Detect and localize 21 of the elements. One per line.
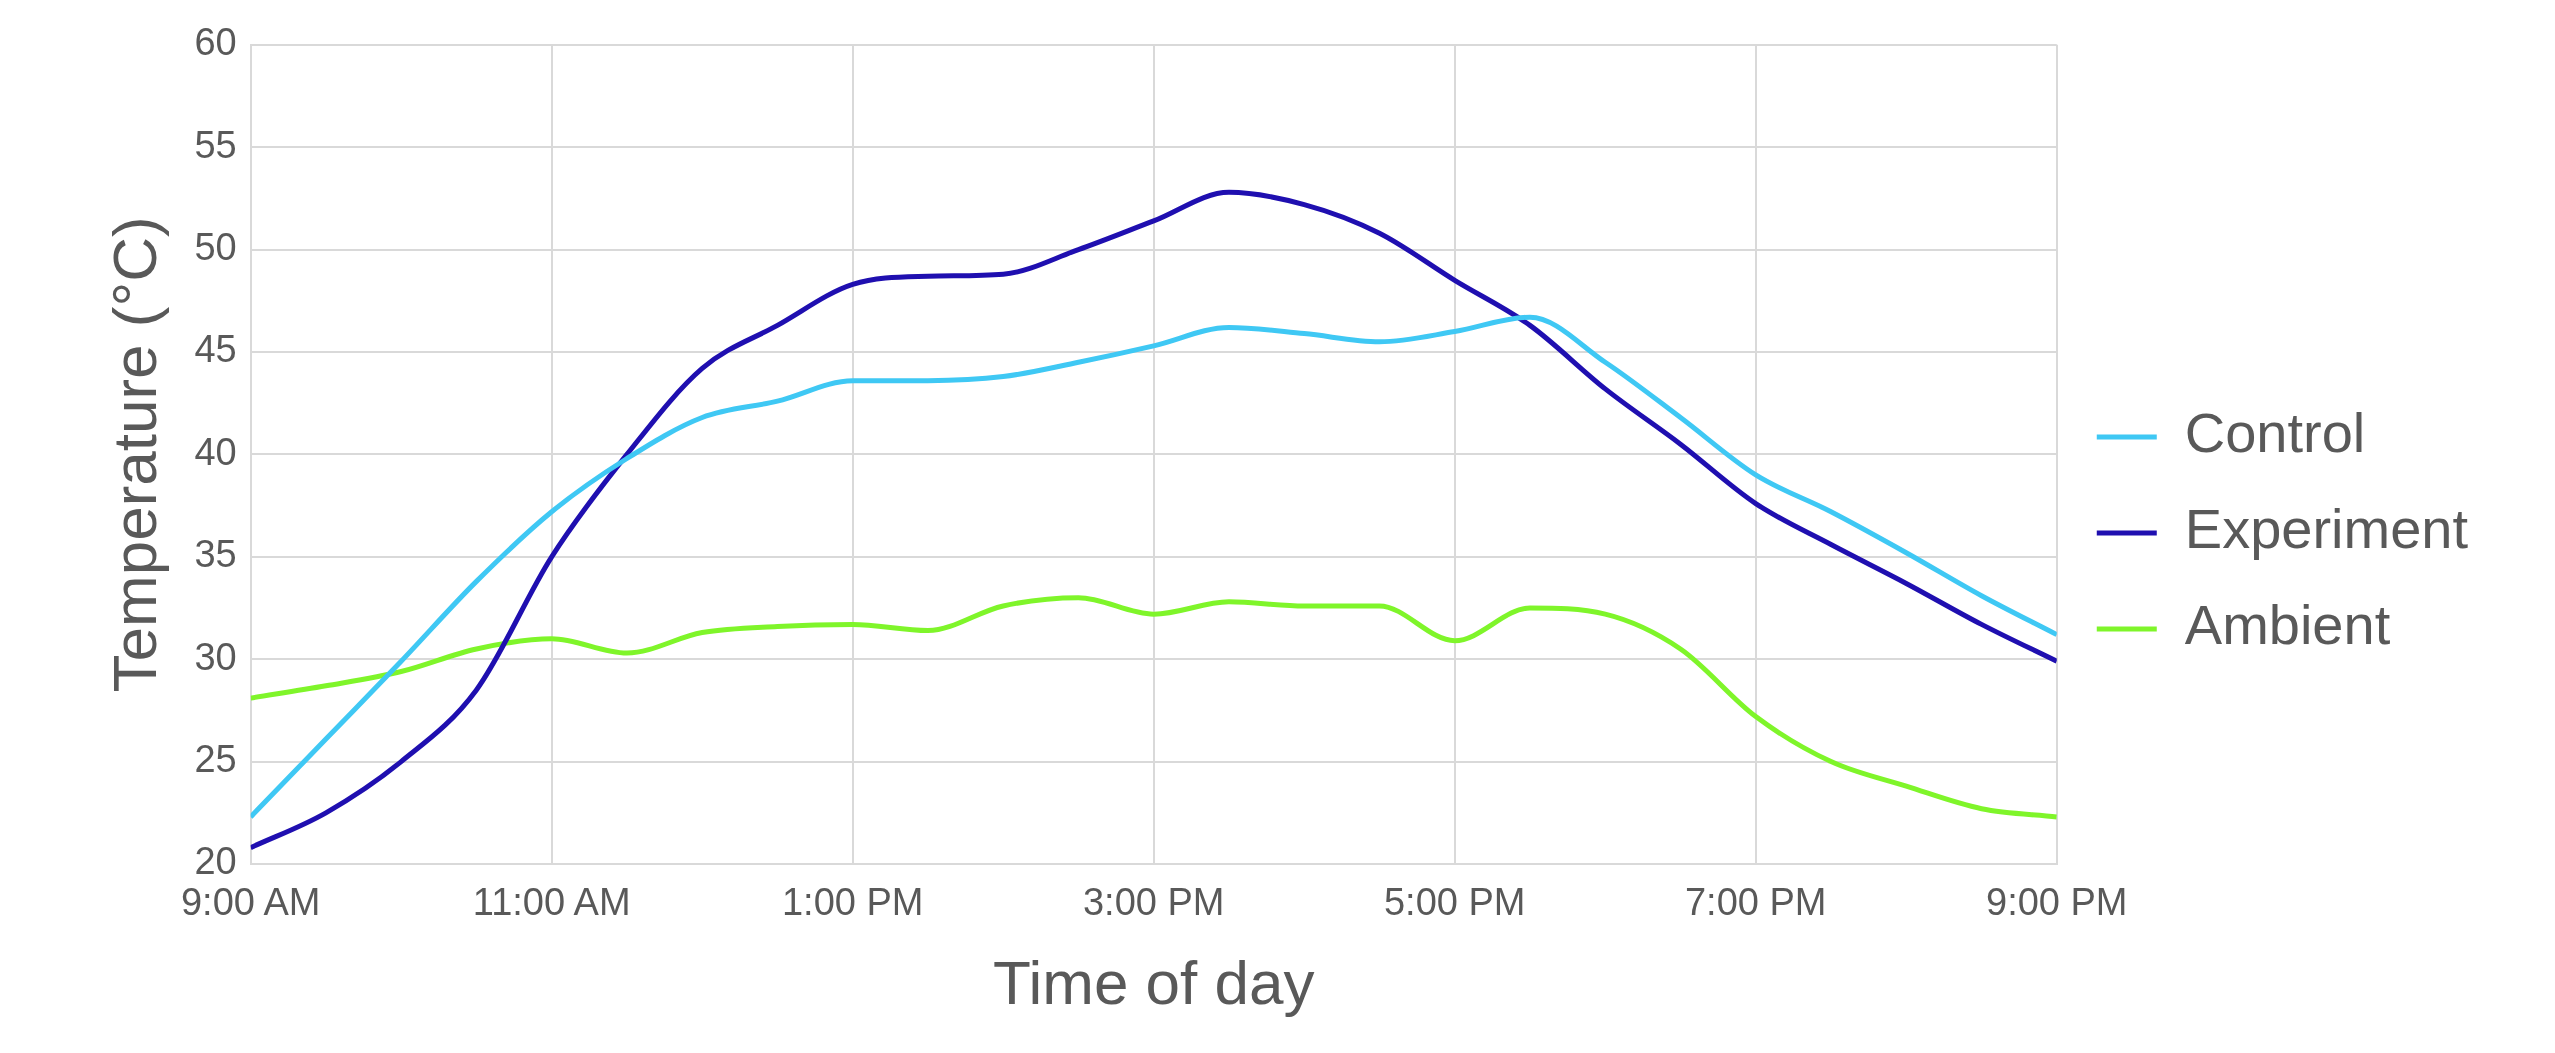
y-axis-title: Temperature (°C) [100, 216, 170, 693]
x-tick-label: 9:00 PM [1986, 881, 2128, 924]
y-tick-label: 50 [194, 226, 237, 269]
x-tick-label: 7:00 PM [1684, 881, 1827, 924]
legend-label: Experiment [2184, 497, 2469, 561]
y-tick-label: 45 [194, 328, 237, 371]
x-tick-label: 1:00 PM [781, 881, 924, 924]
y-tick-label: 20 [194, 840, 237, 883]
y-tick-label: 40 [194, 430, 237, 473]
x-tick-label: 11:00 AM [472, 881, 631, 924]
x-tick-label: 9:00 AM [180, 881, 321, 924]
y-tick-label: 60 [194, 21, 237, 64]
legend-label: Control [2184, 401, 2366, 465]
y-tick-label: 30 [194, 635, 237, 678]
y-tick-label: 35 [194, 533, 237, 576]
y-tick-label: 25 [194, 738, 237, 781]
x-tick-label: 5:00 PM [1383, 881, 1526, 924]
legend-label: Ambient [2184, 593, 2391, 657]
y-tick-label: 55 [194, 123, 237, 166]
x-axis-title: Time of day [992, 947, 1315, 1017]
x-tick-label: 3:00 PM [1082, 881, 1225, 924]
